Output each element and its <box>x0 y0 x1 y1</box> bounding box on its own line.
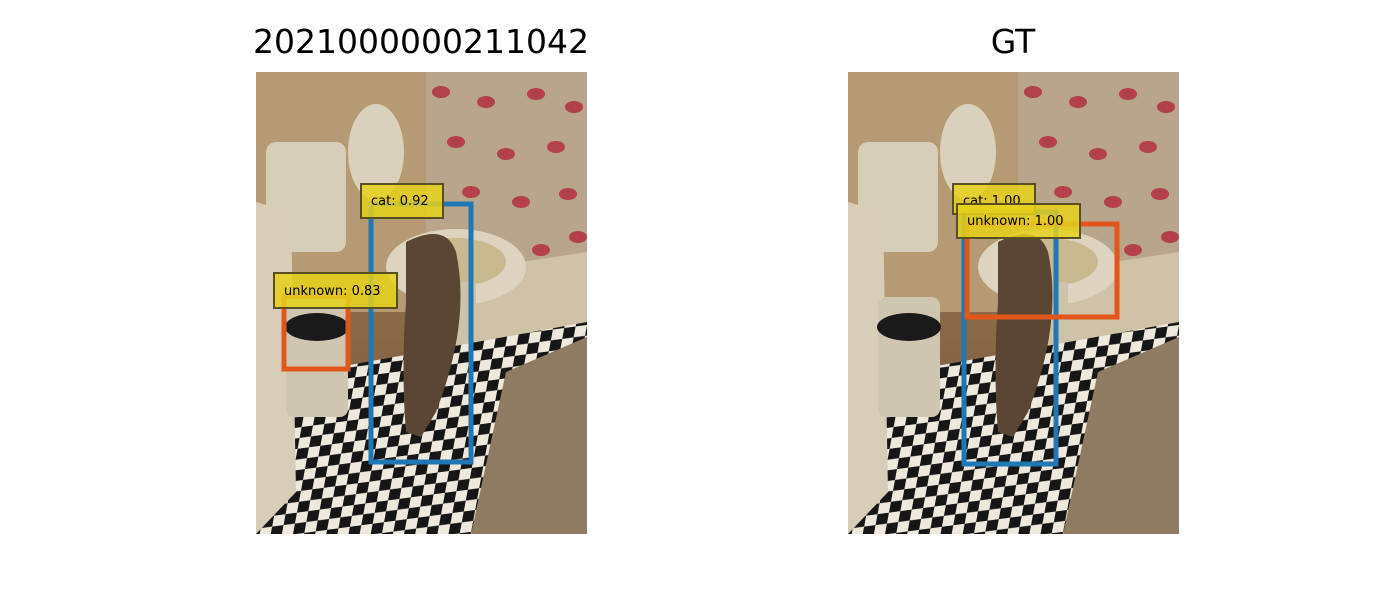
unknown-label-background <box>956 203 1081 239</box>
cat-bounding-box <box>368 201 474 465</box>
bathroom-photo-prediction <box>256 72 587 534</box>
panel-title-prediction: 2021000000211042 <box>253 22 589 61</box>
cat-label: cat: 0.92 <box>371 194 429 209</box>
panel-title-ground-truth: GT <box>990 22 1036 61</box>
cat-bounding-box <box>961 209 1059 467</box>
cat-label-background <box>360 183 444 219</box>
unknown-label-background <box>273 272 398 309</box>
unknown-label: unknown: 0.83 <box>284 284 381 299</box>
unknown-label: unknown: 1.00 <box>967 214 1064 229</box>
